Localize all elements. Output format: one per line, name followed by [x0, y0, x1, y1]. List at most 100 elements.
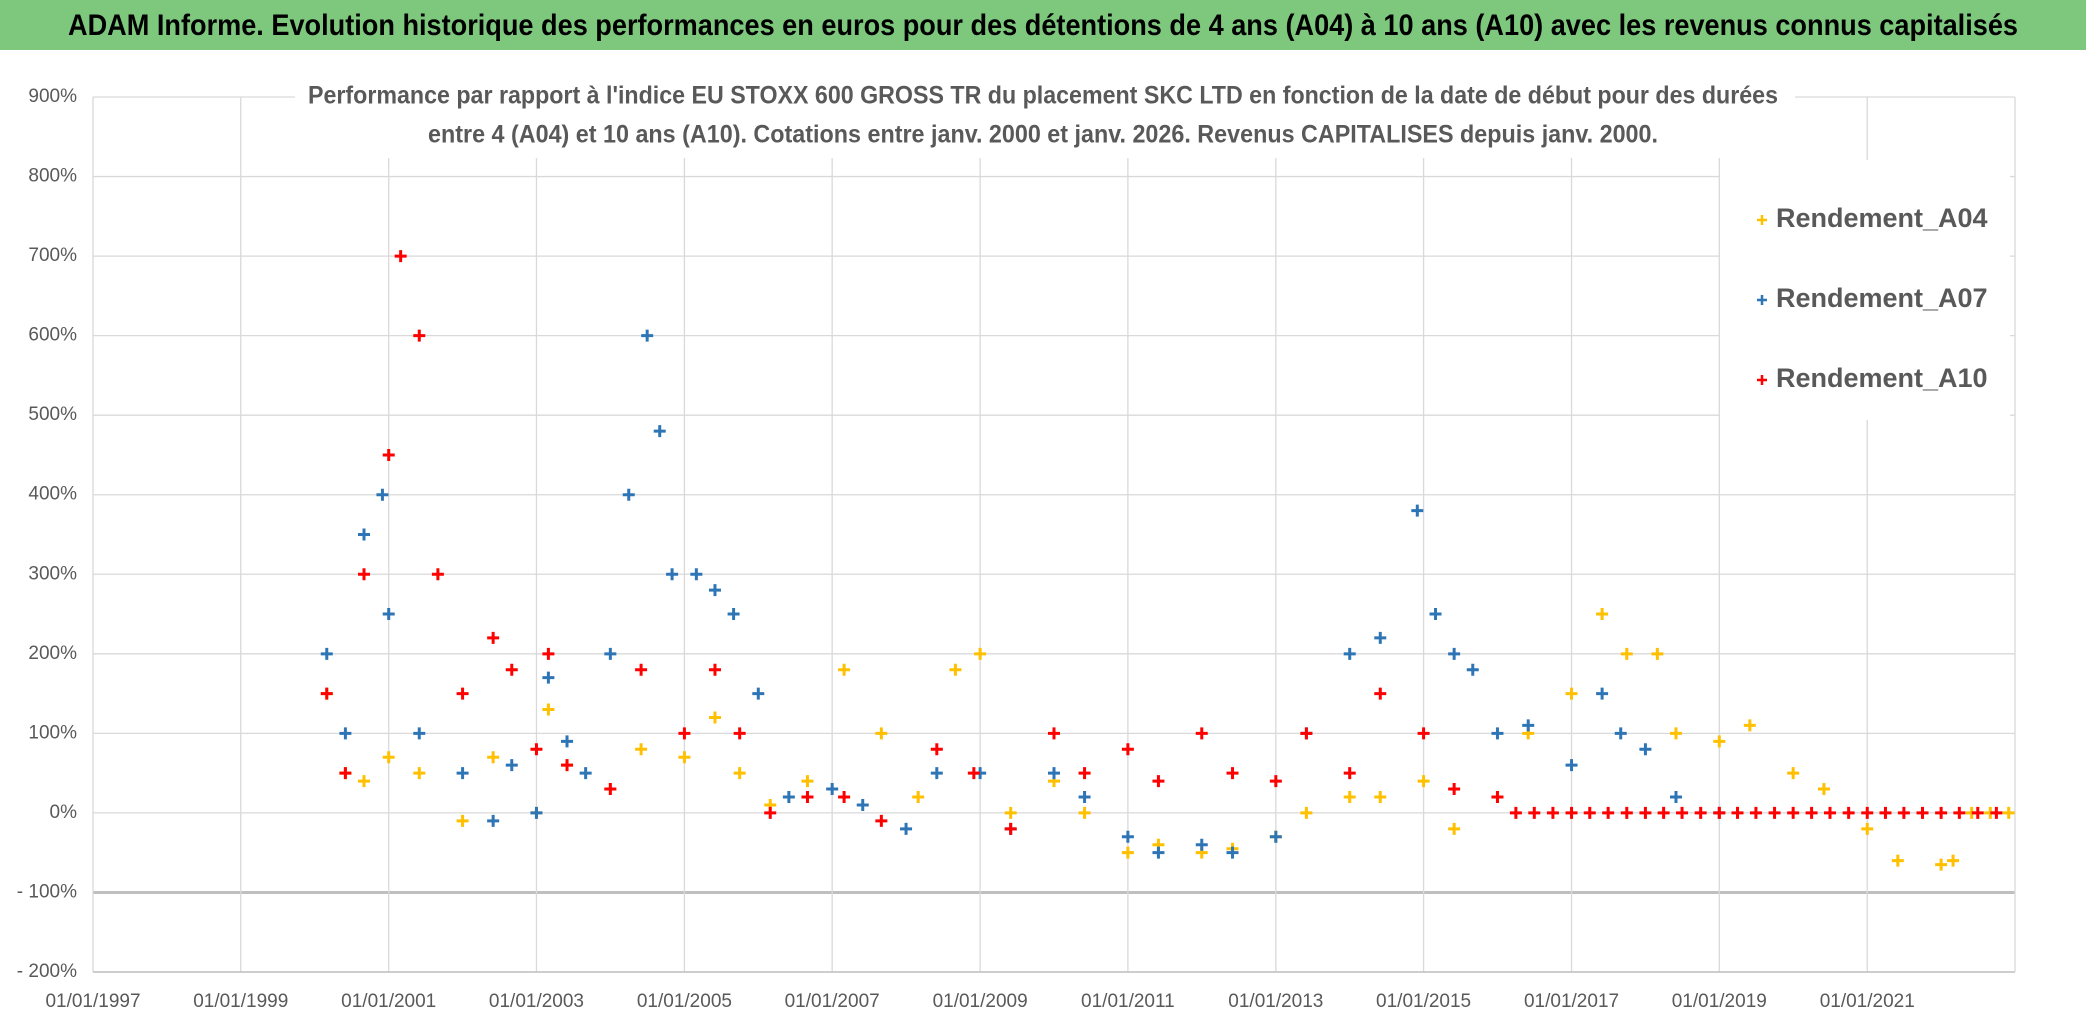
point — [1121, 846, 1134, 859]
point — [733, 767, 746, 780]
point — [339, 727, 352, 740]
point — [1411, 504, 1424, 517]
point — [1417, 775, 1430, 788]
y-tick-label: 700% — [28, 245, 77, 266]
point — [1121, 830, 1134, 843]
x-tick-label: 01/01/2011 — [1081, 991, 1175, 1012]
point — [838, 791, 851, 803]
point — [1429, 608, 1442, 621]
point — [1528, 806, 1541, 819]
point — [1269, 775, 1282, 788]
point — [1669, 791, 1682, 803]
x-tick-label: 01/01/2001 — [341, 991, 436, 1012]
point — [826, 783, 839, 796]
point — [1694, 806, 1707, 819]
point — [900, 822, 913, 835]
point — [1195, 838, 1208, 851]
x-tick-label: 01/01/2005 — [637, 991, 732, 1012]
point — [505, 663, 518, 676]
banner-title: ADAM Informe. Evolution historique des p… — [68, 9, 2018, 42]
point — [708, 584, 721, 597]
point — [622, 488, 635, 501]
point — [1226, 846, 1239, 859]
point — [1448, 822, 1461, 835]
point — [1891, 854, 1904, 867]
point — [376, 488, 389, 501]
point — [530, 743, 543, 756]
point — [530, 806, 543, 819]
point — [635, 743, 648, 756]
x-tick-label: 01/01/2019 — [1672, 991, 1767, 1012]
point — [1620, 647, 1633, 660]
point — [801, 775, 814, 788]
point — [930, 767, 943, 780]
point — [382, 448, 395, 461]
point — [1651, 647, 1664, 660]
y-tick-label: 200% — [28, 643, 77, 664]
point — [752, 687, 765, 700]
point — [1713, 735, 1726, 748]
point — [1897, 806, 1910, 819]
point — [1374, 791, 1387, 803]
point — [782, 791, 795, 803]
point — [542, 671, 555, 684]
y-tick-label: 800% — [28, 166, 77, 187]
point — [801, 791, 814, 803]
point — [1226, 767, 1239, 780]
x-tick-label: 01/01/1999 — [193, 991, 288, 1012]
point — [1787, 767, 1800, 780]
point — [1916, 806, 1929, 819]
point — [856, 798, 869, 811]
point — [487, 631, 500, 644]
y-tick-label: 100% — [28, 722, 77, 743]
x-tick-label: 01/01/1997 — [45, 991, 140, 1012]
point — [974, 647, 987, 660]
point — [641, 329, 654, 342]
point — [708, 663, 721, 676]
point — [1300, 806, 1313, 819]
x-tick-label: 01/01/2015 — [1376, 991, 1471, 1012]
subtitle-bg — [295, 78, 1795, 158]
point — [579, 767, 592, 780]
point — [1935, 806, 1948, 819]
point — [1343, 767, 1356, 780]
x-tick-label: 01/01/2013 — [1228, 991, 1323, 1012]
point — [635, 663, 648, 676]
legend-marker — [1757, 215, 1767, 225]
point — [1300, 727, 1313, 740]
point — [604, 783, 617, 796]
y-tick-label: 900% — [28, 86, 77, 107]
point — [1078, 806, 1091, 819]
point — [1565, 806, 1578, 819]
legend-label: Rendement_A10 — [1776, 363, 1988, 393]
point — [1491, 727, 1504, 740]
point — [1269, 830, 1282, 843]
x-tick-label: 01/01/2007 — [785, 991, 880, 1012]
point — [1522, 719, 1535, 732]
x-tick-label: 01/01/2003 — [489, 991, 584, 1012]
point — [1879, 806, 1892, 819]
point — [1078, 767, 1091, 780]
point — [1861, 806, 1874, 819]
point — [487, 814, 500, 827]
point — [1935, 858, 1948, 871]
point — [1152, 775, 1165, 788]
point — [339, 767, 352, 780]
point — [1713, 806, 1726, 819]
point — [1448, 647, 1461, 660]
point — [690, 568, 703, 581]
point — [1805, 806, 1818, 819]
point — [358, 528, 371, 541]
point — [382, 608, 395, 621]
point — [1787, 806, 1800, 819]
x-tick-label: 01/01/2017 — [1524, 991, 1619, 1012]
y-tick-label: - 200% — [17, 961, 77, 982]
point — [1596, 687, 1609, 700]
point — [358, 568, 371, 581]
point — [1048, 767, 1060, 780]
point — [666, 568, 679, 581]
point — [875, 814, 888, 827]
point — [320, 687, 333, 700]
point — [727, 608, 740, 621]
